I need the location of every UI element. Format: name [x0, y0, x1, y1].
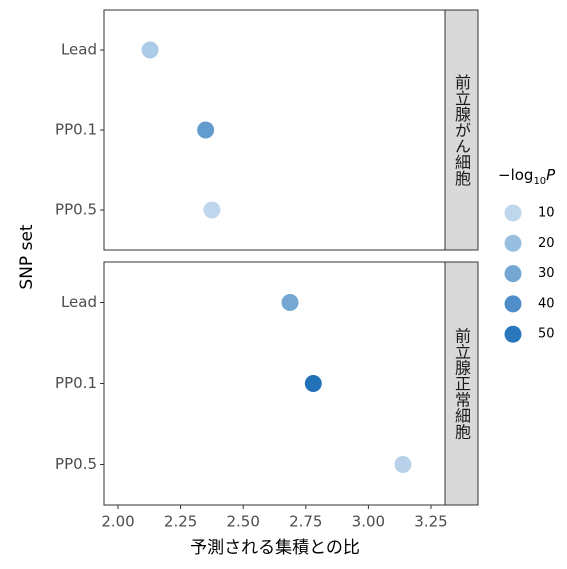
- point: [203, 201, 221, 219]
- strip: [444, 261, 479, 506]
- y-tick-label: PP0.1: [55, 374, 97, 392]
- legend-label: 20: [538, 236, 555, 251]
- x-tick-label: 2.25: [164, 513, 197, 531]
- point: [141, 41, 159, 59]
- legend-label: 30: [538, 266, 555, 281]
- legend-label: 50: [538, 327, 555, 342]
- strip-label: 前立腺がん細胞: [452, 74, 471, 187]
- legend-swatch: [504, 295, 522, 313]
- strip: [444, 9, 479, 251]
- legend-swatch: [504, 325, 522, 343]
- x-axis-label: 予測される集積との比: [190, 538, 360, 558]
- legend-swatch: [504, 234, 522, 252]
- x-tick-label: 3.25: [414, 513, 447, 531]
- legend-title: −log10P: [498, 166, 556, 187]
- legend-title-sub: 10: [533, 176, 546, 187]
- panel: [103, 261, 446, 506]
- x-tick-label: 2.50: [227, 513, 260, 531]
- legend-title-italic: P: [546, 166, 556, 184]
- x-tick-label: 2.75: [289, 513, 322, 531]
- legend-swatch: [504, 265, 522, 283]
- y-tick-label: PP0.5: [55, 201, 97, 219]
- legend-label: 10: [538, 206, 555, 221]
- y-tick-label: PP0.5: [55, 455, 97, 473]
- point: [394, 456, 412, 473]
- legend-title-main: −log: [498, 166, 533, 184]
- legend-swatch: [504, 204, 522, 222]
- y-tick-label: Lead: [61, 293, 97, 311]
- legend-label: 40: [538, 296, 555, 311]
- x-tick-label: 2.00: [101, 513, 134, 531]
- panel: [103, 9, 446, 251]
- point: [281, 294, 299, 311]
- y-tick-label: PP0.1: [55, 121, 97, 139]
- y-axis-label: SNP set: [17, 224, 37, 289]
- y-tick-label: Lead: [61, 41, 97, 59]
- strip-label: 前立腺正常細胞: [452, 328, 471, 441]
- point: [197, 121, 215, 139]
- point: [304, 375, 322, 392]
- x-tick-label: 3.00: [352, 513, 385, 531]
